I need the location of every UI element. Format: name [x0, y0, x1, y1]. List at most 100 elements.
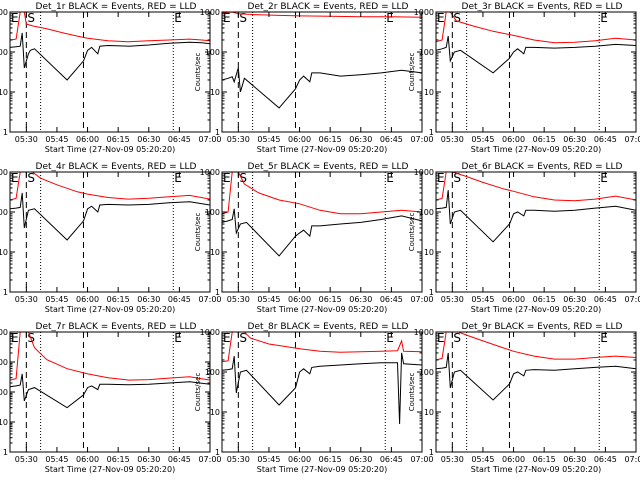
plot-frame	[435, 331, 637, 453]
y-axis-label: Counts/sec	[408, 213, 416, 252]
events-series-line	[10, 192, 210, 241]
y-tick-label: 1	[3, 288, 8, 297]
x-tick-label: 06:30	[137, 295, 160, 304]
plot-frame	[221, 171, 423, 293]
x-tick-label: 06:15	[107, 135, 130, 144]
panel-title: Det_1r BLACK = Events, RED = LLD	[36, 2, 197, 12]
x-tick-label: 06:15	[533, 135, 556, 144]
marker-label: E	[11, 331, 19, 345]
x-tick-label: 05:30	[441, 295, 464, 304]
x-tick-label: 05:30	[227, 135, 250, 144]
panel-title: Det_9r BLACK = Events, RED = LLD	[462, 322, 623, 332]
plot-frame	[221, 331, 423, 453]
series-group	[10, 332, 210, 409]
series-group	[436, 332, 636, 401]
marker-label: S	[453, 171, 461, 185]
y-axis-label: Counts/sec	[194, 213, 202, 252]
x-tick-label: 05:45	[471, 135, 494, 144]
y-tick-label: 1000	[0, 168, 8, 177]
y-tick-label: 1000	[0, 358, 8, 367]
y-tick-label: 1	[215, 448, 220, 457]
x-tick-label: 06:00	[502, 135, 525, 144]
x-tick-label: 07:00	[198, 455, 221, 464]
marker-label: E	[174, 331, 182, 345]
x-axis-label: Start Time (27-Nov-09 05:20:20)	[471, 145, 601, 154]
lld-series-line	[10, 332, 210, 381]
y-tick-label: 1	[215, 128, 220, 137]
y-tick-label: 100	[419, 208, 434, 217]
y-tick-label: 1000	[200, 8, 220, 17]
lld-series-line	[10, 172, 210, 201]
lld-series-line	[222, 172, 422, 215]
x-tick-label: 07:00	[624, 455, 640, 464]
y-tick-label: 100	[0, 208, 8, 217]
marker-label: E	[600, 11, 608, 25]
y-axis-label: Counts/sec	[194, 373, 202, 412]
y-tick-label: 100	[205, 208, 220, 217]
lld-series-line	[436, 12, 636, 44]
x-tick-label: 05:30	[15, 135, 38, 144]
events-series-line	[222, 67, 422, 109]
x-tick-label: 05:45	[45, 135, 68, 144]
x-tick-label: 06:00	[502, 295, 525, 304]
y-tick-label: 1000	[414, 328, 434, 337]
y-tick-label: 10	[0, 248, 8, 257]
plot-frame	[435, 11, 637, 133]
y-axis-label: Counts/sec	[408, 373, 416, 412]
marker-label: E	[223, 11, 231, 25]
series-group	[222, 332, 422, 425]
marker-label: E	[11, 11, 19, 25]
x-tick-label: 06:00	[76, 135, 99, 144]
y-tick-label: 1000	[0, 8, 8, 17]
y-tick-label: 100	[205, 48, 220, 57]
x-tick-label: 05:45	[45, 455, 68, 464]
x-axis-label: Start Time (27-Nov-09 05:20:20)	[471, 305, 601, 314]
x-tick-label: 06:45	[594, 295, 617, 304]
x-tick-label: 05:45	[471, 455, 494, 464]
marker-label: E	[386, 171, 394, 185]
x-tick-label: 05:45	[257, 295, 280, 304]
y-tick-label: 10	[210, 88, 220, 97]
x-tick-label: 06:45	[168, 135, 191, 144]
events-series-line	[436, 190, 636, 243]
x-tick-label: 06:15	[319, 295, 342, 304]
panel-title: Det_6r BLACK = Events, RED = LLD	[462, 162, 623, 172]
y-tick-label: 10	[424, 248, 434, 257]
series-group	[10, 12, 210, 81]
x-axis-label: Start Time (27-Nov-09 05:20:20)	[257, 465, 387, 474]
x-tick-label: 06:15	[533, 295, 556, 304]
lld-series-line	[436, 332, 636, 361]
y-tick-label: 100	[205, 368, 220, 377]
x-tick-label: 06:15	[319, 455, 342, 464]
marker-label: S	[27, 171, 35, 185]
x-tick-label: 07:00	[410, 455, 433, 464]
panel-title: Det_2r BLACK = Events, RED = LLD	[248, 2, 409, 12]
panel-title: Det_7r BLACK = Events, RED = LLD	[36, 322, 197, 332]
y-tick-label: 1000	[200, 328, 220, 337]
series-group	[10, 172, 210, 241]
panel-title: Det_8r BLACK = Events, RED = LLD	[248, 322, 409, 332]
plot-frame	[9, 331, 211, 453]
x-tick-label: 06:15	[533, 455, 556, 464]
detector-panel: Det_4r BLACK = Events, RED = LLDESE11010…	[0, 162, 222, 314]
detector-panel: Det_7r BLACK = Events, RED = LLDESE11010…	[0, 322, 222, 474]
y-tick-label: 1	[429, 448, 434, 457]
x-tick-label: 06:45	[168, 455, 191, 464]
y-tick-label: 1000	[414, 8, 434, 17]
x-tick-label: 06:30	[137, 455, 160, 464]
x-tick-label: 05:30	[227, 295, 250, 304]
x-tick-label: 07:00	[410, 295, 433, 304]
x-tick-label: 05:45	[471, 295, 494, 304]
marker-label: E	[437, 331, 445, 345]
x-tick-label: 06:30	[349, 135, 372, 144]
x-tick-label: 06:45	[380, 455, 403, 464]
x-tick-label: 07:00	[198, 135, 221, 144]
marker-label: E	[11, 171, 19, 185]
y-tick-label: 10	[424, 408, 434, 417]
x-tick-label: 06:00	[76, 295, 99, 304]
